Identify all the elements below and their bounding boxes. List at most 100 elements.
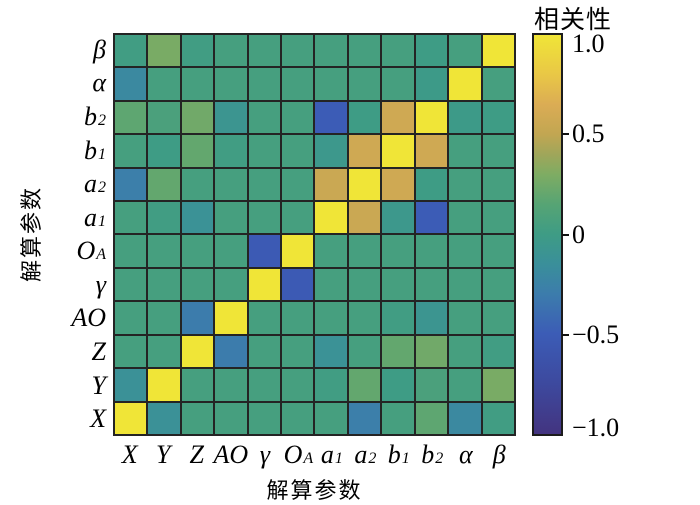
heatmap-cell: [115, 101, 147, 134]
heatmap-cell: [315, 68, 347, 100]
heatmap-cell: [415, 369, 448, 401]
heatmap-cell: [148, 68, 180, 100]
heatmap-cell: [348, 302, 381, 334]
heatmap-cell: [348, 101, 381, 134]
heatmap-cell: [415, 268, 448, 301]
heatmap-cell: [181, 35, 214, 67]
heatmap-cell: [415, 402, 448, 434]
heatmap-cell: [148, 369, 180, 401]
heatmap-cell: [248, 335, 281, 368]
x-axis-tick-label: β: [492, 440, 506, 469]
heatmap-cell: [482, 101, 514, 134]
heatmap-cell: [382, 68, 414, 100]
heatmap-cell: [215, 168, 247, 201]
heatmap-cell: [449, 235, 481, 267]
heatmap-cell: [181, 202, 214, 234]
heatmap-cell: [449, 35, 481, 67]
heatmap-cell: [315, 335, 347, 368]
heatmap-cell: [181, 268, 214, 301]
y-axis-tick-label: β: [93, 34, 106, 64]
heatmap-cell: [248, 235, 281, 267]
heatmap-cell: [115, 369, 147, 401]
heatmap-cell: [282, 235, 314, 267]
heatmap-cell: [382, 135, 414, 167]
heatmap-cell: [449, 402, 481, 434]
heatmap-cell: [115, 335, 147, 368]
heatmap-cell: [348, 135, 381, 167]
heatmap-cell: [282, 402, 314, 434]
heatmap-cell: [482, 402, 514, 434]
heatmap-cell: [415, 101, 448, 134]
heatmap-cell: [315, 235, 347, 267]
heatmap-cell: [282, 335, 314, 368]
heatmap-cell: [449, 168, 481, 201]
heatmap-cell: [482, 35, 514, 67]
heatmap-cell: [348, 202, 381, 234]
heatmap-cell: [148, 235, 180, 267]
heatmap-cell: [181, 68, 214, 100]
heatmap-cell: [215, 268, 247, 301]
colorbar-tick: [562, 233, 569, 236]
colorbar-title: 相关性: [533, 7, 612, 34]
heatmap-cell: [282, 369, 314, 401]
heatmap-cell: [282, 101, 314, 134]
heatmap-cell: [449, 68, 481, 100]
heatmap-cell: [115, 202, 147, 234]
heatmap-cell: [315, 101, 347, 134]
heatmap-cell: [382, 168, 414, 201]
heatmap-cell: [115, 35, 147, 67]
heatmap-cell: [148, 35, 180, 67]
heatmap-cell: [148, 101, 180, 134]
heatmap-cell: [449, 369, 481, 401]
heatmap-cell: [382, 402, 414, 434]
heatmap-cell: [181, 235, 214, 267]
heatmap-cell: [282, 135, 314, 167]
heatmap-cell: [382, 268, 414, 301]
heatmap-cell: [181, 335, 214, 368]
heatmap-cell: [282, 302, 314, 334]
heatmap-cell: [115, 402, 147, 434]
heatmap-cell: [282, 35, 314, 67]
heatmap-cell: [449, 268, 481, 301]
heatmap-cell: [482, 168, 514, 201]
heatmap-cell: [348, 268, 381, 301]
heatmap-cell: [415, 135, 448, 167]
x-axis-tick-label: Z: [189, 440, 204, 469]
colorbar-tick-label: 1.0: [572, 29, 605, 58]
heatmap-cell: [415, 202, 448, 234]
heatmap-cell: [348, 168, 381, 201]
heatmap-cell: [315, 369, 347, 401]
heatmap-cell: [148, 402, 180, 434]
colorbar-tick-label: −1.0: [572, 413, 620, 442]
heatmap-cell: [482, 335, 514, 368]
heatmap-cell: [248, 202, 281, 234]
heatmap-cell: [148, 168, 180, 201]
heatmap-cell: [415, 168, 448, 201]
heatmap-cell: [215, 68, 247, 100]
heatmap-cell: [148, 335, 180, 368]
heatmap-cell: [181, 135, 214, 167]
heatmap-cell: [482, 68, 514, 100]
heatmap-cell: [215, 302, 247, 334]
heatmap-cell: [248, 35, 281, 67]
heatmap-cell: [115, 135, 147, 167]
heatmap-cell: [415, 35, 448, 67]
heatmap-cell: [348, 402, 381, 434]
x-axis-tick-label: X: [121, 440, 138, 469]
heatmap-grid: [113, 33, 516, 436]
heatmap-cell: [449, 101, 481, 134]
x-axis-tick-label: α: [458, 440, 473, 469]
heatmap-cell: [181, 168, 214, 201]
heatmap-cell: [315, 135, 347, 167]
y-axis-tick-label: γ: [95, 269, 106, 299]
colorbar-tick-label: −0.5: [572, 320, 620, 350]
heatmap-cell: [315, 268, 347, 301]
heatmap-cell: [215, 369, 247, 401]
y-axis-tick-label: X: [90, 404, 106, 434]
